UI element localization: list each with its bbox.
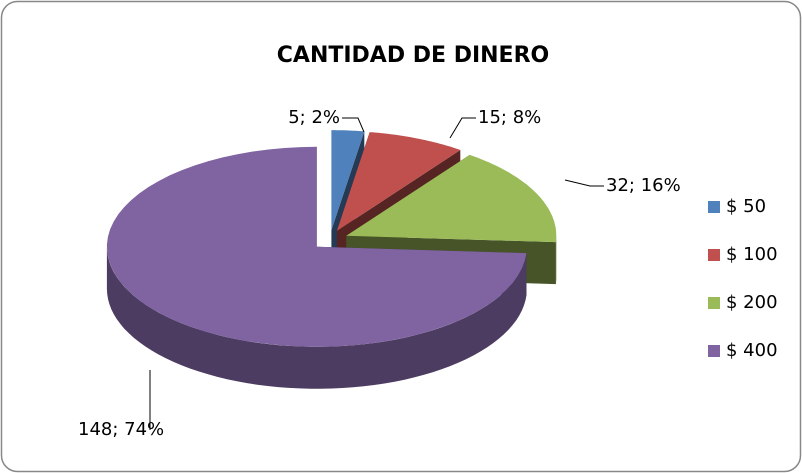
leader-line <box>449 117 476 139</box>
data-label: 32; 16% <box>606 175 681 196</box>
data-label: 148; 74% <box>78 419 164 440</box>
data-label: 5; 2% <box>288 107 340 128</box>
pie <box>106 130 557 389</box>
data-label: 15; 8% <box>478 107 541 128</box>
leader-line <box>342 117 365 133</box>
slice-side <box>106 246 527 389</box>
legend-swatch <box>708 249 720 261</box>
slice <box>331 130 365 231</box>
legend-label: $ 400 <box>726 340 778 361</box>
legend-label: $ 100 <box>726 244 778 265</box>
legend-swatch <box>708 345 720 357</box>
leader-line <box>564 179 604 187</box>
slice <box>346 154 557 243</box>
legend-swatch <box>708 201 720 213</box>
leader-lines <box>149 117 604 430</box>
legend-label: $ 200 <box>726 292 778 313</box>
legend-swatch <box>708 297 720 309</box>
slice <box>336 132 461 231</box>
legend-label: $ 50 <box>726 196 766 217</box>
slice <box>106 146 527 347</box>
chart-title: CANTIDAD DE DINERO <box>277 43 549 68</box>
